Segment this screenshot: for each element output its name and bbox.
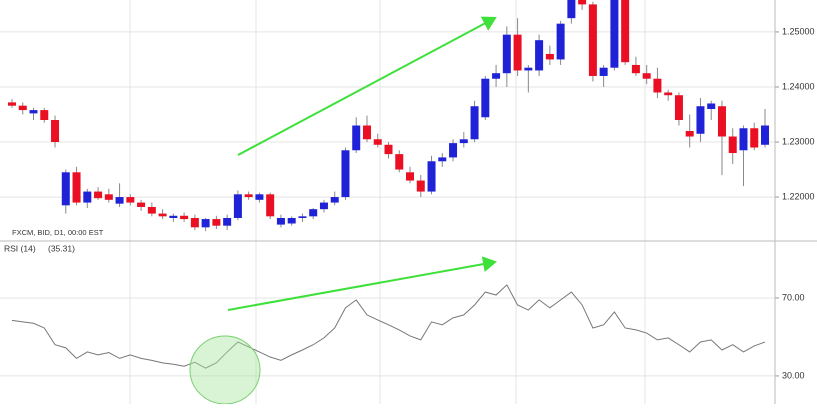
- candle-body: [276, 217, 285, 225]
- candle-body: [653, 78, 662, 93]
- y-tick-label: 1.24000: [782, 81, 815, 91]
- candle-body: [459, 139, 468, 144]
- candle-body: [115, 197, 124, 204]
- candle-body: [362, 125, 371, 140]
- candle-body: [524, 67, 533, 71]
- rsi-current: (35.31): [48, 243, 75, 253]
- candle-body: [201, 219, 210, 228]
- candle-body: [18, 105, 27, 111]
- y-tick-label: 1.23000: [782, 136, 815, 146]
- candle-body: [556, 23, 565, 60]
- candle-body: [535, 40, 544, 71]
- candle-body: [126, 197, 135, 203]
- y-tick-label: 30.00: [782, 370, 805, 380]
- candle-body: [707, 103, 716, 109]
- candle-body: [599, 67, 608, 76]
- candle-body: [416, 180, 425, 192]
- rsi-line: [11, 284, 766, 369]
- candle-body: [610, 0, 619, 68]
- candle-body: [29, 110, 38, 114]
- candle-body: [621, 0, 630, 63]
- candle-body: [481, 78, 490, 118]
- candle-body: [341, 150, 350, 198]
- candle-body: [578, 0, 587, 5]
- candle-body: [244, 194, 253, 198]
- candle-body: [180, 215, 189, 220]
- candle-body: [502, 34, 511, 74]
- candle-body: [298, 216, 307, 218]
- candle-body: [545, 53, 554, 60]
- candle-body: [72, 172, 81, 203]
- candle-body: [190, 217, 199, 228]
- candle-body: [685, 131, 694, 137]
- candle-body: [567, 0, 576, 19]
- candle-body: [352, 125, 361, 151]
- candle-body: [470, 106, 479, 140]
- candle-body: [427, 161, 436, 192]
- candle-body: [169, 215, 178, 218]
- candle-body: [674, 95, 683, 120]
- candle-body: [588, 4, 597, 76]
- candle-body: [373, 139, 382, 145]
- candle-body: [104, 194, 113, 200]
- candle-body: [147, 206, 156, 214]
- y-tick-label: 1.22000: [782, 191, 815, 201]
- candle-body: [384, 144, 393, 155]
- candle-body: [8, 102, 16, 106]
- candle-body: [233, 194, 242, 218]
- candle-body: [642, 73, 651, 79]
- candle-body: [492, 73, 501, 79]
- candle-body: [330, 197, 339, 203]
- candle-body: [728, 136, 737, 154]
- candle-body: [158, 213, 167, 217]
- candle-body: [266, 194, 275, 217]
- candle-body: [664, 92, 673, 96]
- candle-body: [395, 154, 404, 170]
- rsi-label: RSI (14): [4, 243, 36, 253]
- candle-body: [696, 106, 705, 134]
- feed-label: FXCM, BID, D1, 00:00 EST: [12, 228, 104, 237]
- candle-body: [309, 209, 318, 217]
- trend-arrow: [227, 256, 497, 311]
- candle-body: [212, 219, 221, 226]
- candle-body: [137, 202, 146, 207]
- candle-body: [449, 143, 458, 158]
- candle-body: [513, 34, 522, 71]
- candle-body: [406, 172, 415, 181]
- trend-arrow: [237, 16, 497, 156]
- y-tick-label: 1.25000: [782, 26, 815, 36]
- candle-body: [61, 172, 70, 206]
- candle-body: [255, 194, 264, 200]
- y-tick-label: 70.00: [782, 292, 805, 302]
- candle-body: [83, 191, 92, 203]
- candle-body: [223, 217, 232, 226]
- candle-body: [717, 106, 726, 137]
- candle-body: [319, 202, 328, 210]
- candle-body: [631, 64, 640, 74]
- candle-body: [94, 191, 103, 199]
- candle-body: [287, 217, 296, 224]
- candle-body: [761, 125, 769, 145]
- marks: 1.22000 1.23000 1.24000 1.25000 30.00 70.00: [0, 0, 815, 380]
- candle-body: [750, 128, 759, 148]
- candle-body: [40, 110, 49, 120]
- candle-body: [51, 120, 60, 143]
- candle-body: [739, 128, 748, 151]
- highlight-circle: [189, 335, 261, 405]
- candle-body: [438, 157, 447, 162]
